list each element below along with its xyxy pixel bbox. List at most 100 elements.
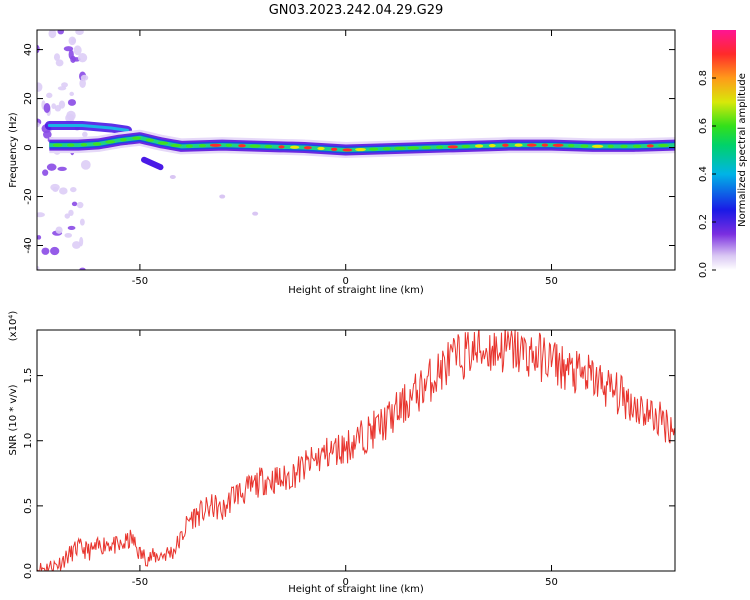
snr-ticks: -50 0 50 0.0 0.5 1.0 1.5 <box>23 330 675 588</box>
noise-blob <box>46 92 53 99</box>
ridge-hotspot <box>421 146 432 150</box>
colorbar-ticks: 0.0 0.2 0.4 0.6 0.8 <box>698 70 716 278</box>
ridge-hotspot <box>225 143 232 147</box>
ridge-hotspot <box>170 143 182 148</box>
noise-blob <box>57 30 64 35</box>
noise-blob <box>68 49 74 60</box>
ridge-hotspot <box>331 147 338 151</box>
upper-band-core <box>47 124 130 132</box>
x-tick-label: 50 <box>545 276 558 287</box>
snr-marks <box>37 330 675 571</box>
noise-blob <box>77 52 88 63</box>
ridge-hotspot <box>382 147 392 151</box>
ridge-hotspot <box>80 143 88 147</box>
ridge-hotspot <box>342 148 353 152</box>
spectrogram-frame <box>36 29 676 271</box>
noise-blob <box>41 247 50 255</box>
noise-blob <box>37 44 40 54</box>
noise-blob <box>64 213 71 219</box>
y-tick-label: 1.0 <box>23 433 34 449</box>
spectrogram-xlabel: Height of straight line (km) <box>288 285 424 296</box>
ridge-hotspot <box>658 143 669 148</box>
y-tick-label: -20 <box>23 188 34 204</box>
noise-blob <box>72 241 81 249</box>
noise-blob <box>37 122 41 128</box>
ridge-hotspot <box>132 136 142 140</box>
colorbar-tick-label: 0.8 <box>698 70 709 86</box>
noise-blob <box>37 265 40 270</box>
noise-blob <box>37 82 43 92</box>
trail-blob <box>252 211 259 216</box>
colorbar-tick-label: 0.2 <box>698 214 709 230</box>
noise-blob <box>79 267 86 270</box>
ridge-hotspot <box>568 144 575 148</box>
noise-blob <box>48 30 57 39</box>
ridge-hotspot <box>369 147 379 151</box>
ridge-hotspot <box>67 143 75 147</box>
noise-blob <box>57 166 67 172</box>
noise-blob <box>75 30 84 36</box>
ridge-hotspot <box>646 144 654 148</box>
ridge-hotspot <box>552 143 564 147</box>
ridge-hotspot <box>607 144 614 148</box>
noise-blob <box>76 201 84 209</box>
noise-blob <box>53 53 61 61</box>
colorbar-gradient <box>712 30 736 270</box>
noise-blob <box>79 78 86 88</box>
noise-blob <box>55 226 63 234</box>
ridge-hotspot <box>355 147 366 152</box>
y-tick-label: 0.5 <box>23 498 34 514</box>
ridge-hotspot <box>303 146 312 150</box>
noise-blob <box>68 209 74 216</box>
ridge-hotspot <box>249 144 261 148</box>
spectrogram-ticks: -50 0 50 -40 -20 0 20 40 <box>23 30 675 287</box>
noise-blob <box>37 235 42 240</box>
colorbar-tick-label: 0.0 <box>698 262 709 278</box>
noise-blob <box>79 218 85 226</box>
ridge-hotspot <box>632 144 642 148</box>
ridge-hotspot <box>145 138 155 142</box>
noise-blob <box>68 36 77 46</box>
ridge-hotspot <box>526 143 537 147</box>
snr-scale-label: (x10⁴) <box>8 311 19 342</box>
colorbar: 0.0 0.2 0.4 0.6 0.8 Normalized spectral ampl… <box>698 30 748 278</box>
y-tick-label: 40 <box>23 43 34 56</box>
noise-blob <box>71 201 78 207</box>
noise-blob <box>65 113 75 123</box>
x-tick-label: 50 <box>545 577 558 588</box>
trail-blob <box>169 174 176 179</box>
noise-blob <box>82 131 88 138</box>
y-tick-label: 1.5 <box>23 368 34 384</box>
ridge-hotspot <box>620 144 628 148</box>
noise-blob <box>70 186 77 193</box>
noise-blob <box>69 91 74 97</box>
noise-blob <box>64 232 73 238</box>
x-tick-label: 0 <box>343 276 349 287</box>
y-tick-label: 0 <box>23 144 34 150</box>
spectrogram-ylabel: Frequency (Hz) <box>8 112 19 188</box>
noise-blob <box>73 45 82 56</box>
ridge-hotspot <box>317 146 325 151</box>
ridge-hotspot <box>52 143 63 147</box>
spectrogram-marks <box>37 30 675 270</box>
colorbar-tick-label: 0.4 <box>698 166 709 182</box>
noise-blob <box>59 187 68 195</box>
ridge-hotspot <box>264 144 273 149</box>
noise-blob <box>46 163 57 171</box>
ridge-hotspot <box>92 142 102 146</box>
noise-blob <box>50 246 60 256</box>
noise-blob <box>67 225 76 231</box>
snr-series-line <box>37 330 675 571</box>
noise-blob <box>61 82 68 88</box>
noise-blob <box>67 99 77 106</box>
x-tick-label: -50 <box>132 276 148 287</box>
noise-blob <box>42 169 49 176</box>
ridge-hotspot <box>447 145 458 149</box>
x-tick-label: 0 <box>343 577 349 588</box>
snr-ylabel: SNR (10 * v/v) <box>8 384 19 455</box>
ridge-hotspot <box>514 143 523 147</box>
noise-blob <box>55 59 64 67</box>
ridge-hotspot <box>278 145 285 149</box>
ridge-hotspot <box>474 144 484 148</box>
